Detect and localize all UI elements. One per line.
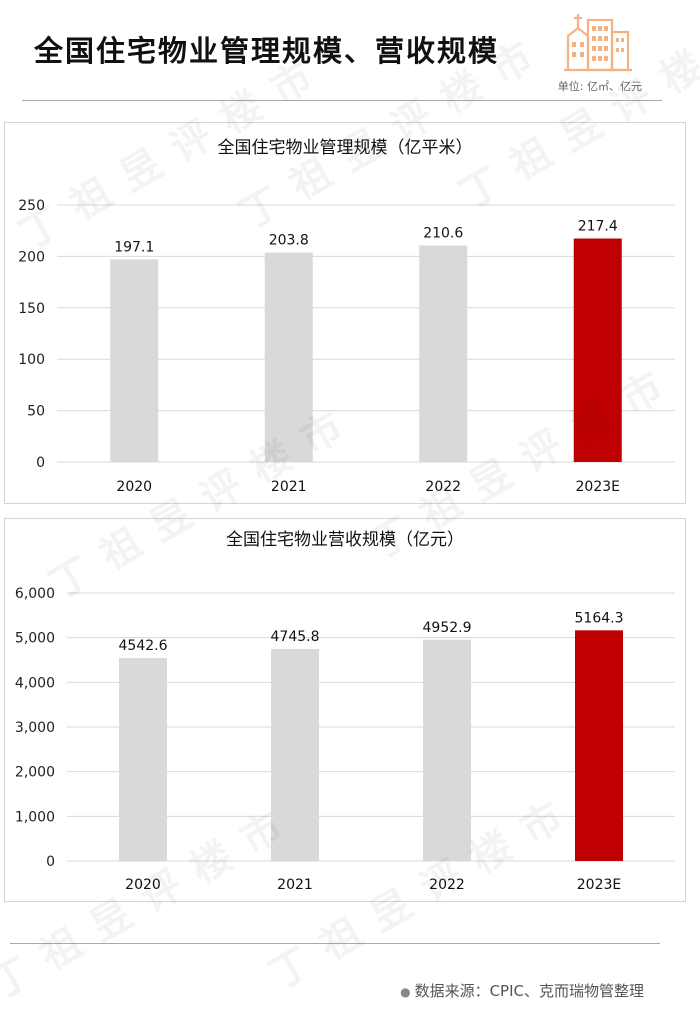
chart-panel-area: 全国住宅物业管理规模（亿平米） 0 50 100 150 200 250 197.1 2020 2… <box>4 122 686 504</box>
data-label: 5164.3 <box>575 610 624 626</box>
y-tick-label: 0 <box>36 455 45 471</box>
data-label: 210.6 <box>423 226 463 242</box>
bar <box>271 649 319 861</box>
data-label: 197.1 <box>114 239 154 255</box>
bar <box>419 245 468 462</box>
data-source-text: 数据来源：CPIC、克而瑞物管整理 <box>414 982 644 1000</box>
bar <box>119 658 167 861</box>
x-tick-label: 2020 <box>125 877 161 893</box>
bullet-icon: ● <box>400 985 411 999</box>
y-tick-label: 250 <box>18 198 45 214</box>
chart-revenue: 全国住宅物业营收规模（亿元） 0 1,000 2,000 3,000 4,000 5,000… <box>15 530 675 893</box>
chart-panel-revenue: 全国住宅物业营收规模（亿元） 0 1,000 2,000 3,000 4,000 5,000… <box>4 518 686 902</box>
chart-title: 全国住宅物业管理规模（亿平米） <box>218 138 473 158</box>
y-tick-label: 3,000 <box>15 720 55 736</box>
data-label: 217.4 <box>578 219 618 235</box>
y-tick-label: 50 <box>27 404 45 420</box>
y-tick-label: 100 <box>18 352 45 368</box>
city-buildings-icon <box>564 14 632 72</box>
bar <box>110 259 159 462</box>
header-divider <box>22 100 662 101</box>
x-tick-label: 2023E <box>576 479 620 495</box>
x-tick-label: 2022 <box>425 479 461 495</box>
x-tick-label: 2023E <box>577 877 621 893</box>
y-tick-label: 200 <box>18 249 45 265</box>
data-label: 4745.8 <box>271 629 320 645</box>
footer-divider <box>10 943 660 944</box>
bar <box>575 630 623 861</box>
y-tick-label: 5,000 <box>15 631 55 647</box>
y-tick-label: 4,000 <box>15 675 55 691</box>
bar <box>573 238 622 462</box>
data-label: 203.8 <box>269 232 309 248</box>
data-source: ● 数据来源：CPIC、克而瑞物管整理 <box>400 980 644 1001</box>
y-tick-label: 2,000 <box>15 765 55 781</box>
x-tick-label: 2020 <box>116 479 152 495</box>
chart-management-area: 全国住宅物业管理规模（亿平米） 0 50 100 150 200 250 197.1 2020 2… <box>18 138 675 495</box>
data-label: 4952.9 <box>423 620 472 636</box>
data-label: 4542.6 <box>119 638 168 654</box>
x-tick-label: 2022 <box>429 877 465 893</box>
bar <box>423 639 471 861</box>
x-tick-label: 2021 <box>271 479 307 495</box>
y-tick-label: 1,000 <box>15 809 55 825</box>
bar <box>264 252 313 462</box>
chart-title: 全国住宅物业营收规模（亿元） <box>226 530 464 550</box>
x-tick-label: 2021 <box>277 877 313 893</box>
page-title: 全国住宅物业管理规模、营收规模 <box>34 34 500 68</box>
unit-note: 单位: 亿㎡、亿元 <box>557 80 642 93</box>
y-tick-label: 6,000 <box>15 586 55 602</box>
y-tick-label: 150 <box>18 301 45 317</box>
y-tick-label: 0 <box>46 854 55 870</box>
